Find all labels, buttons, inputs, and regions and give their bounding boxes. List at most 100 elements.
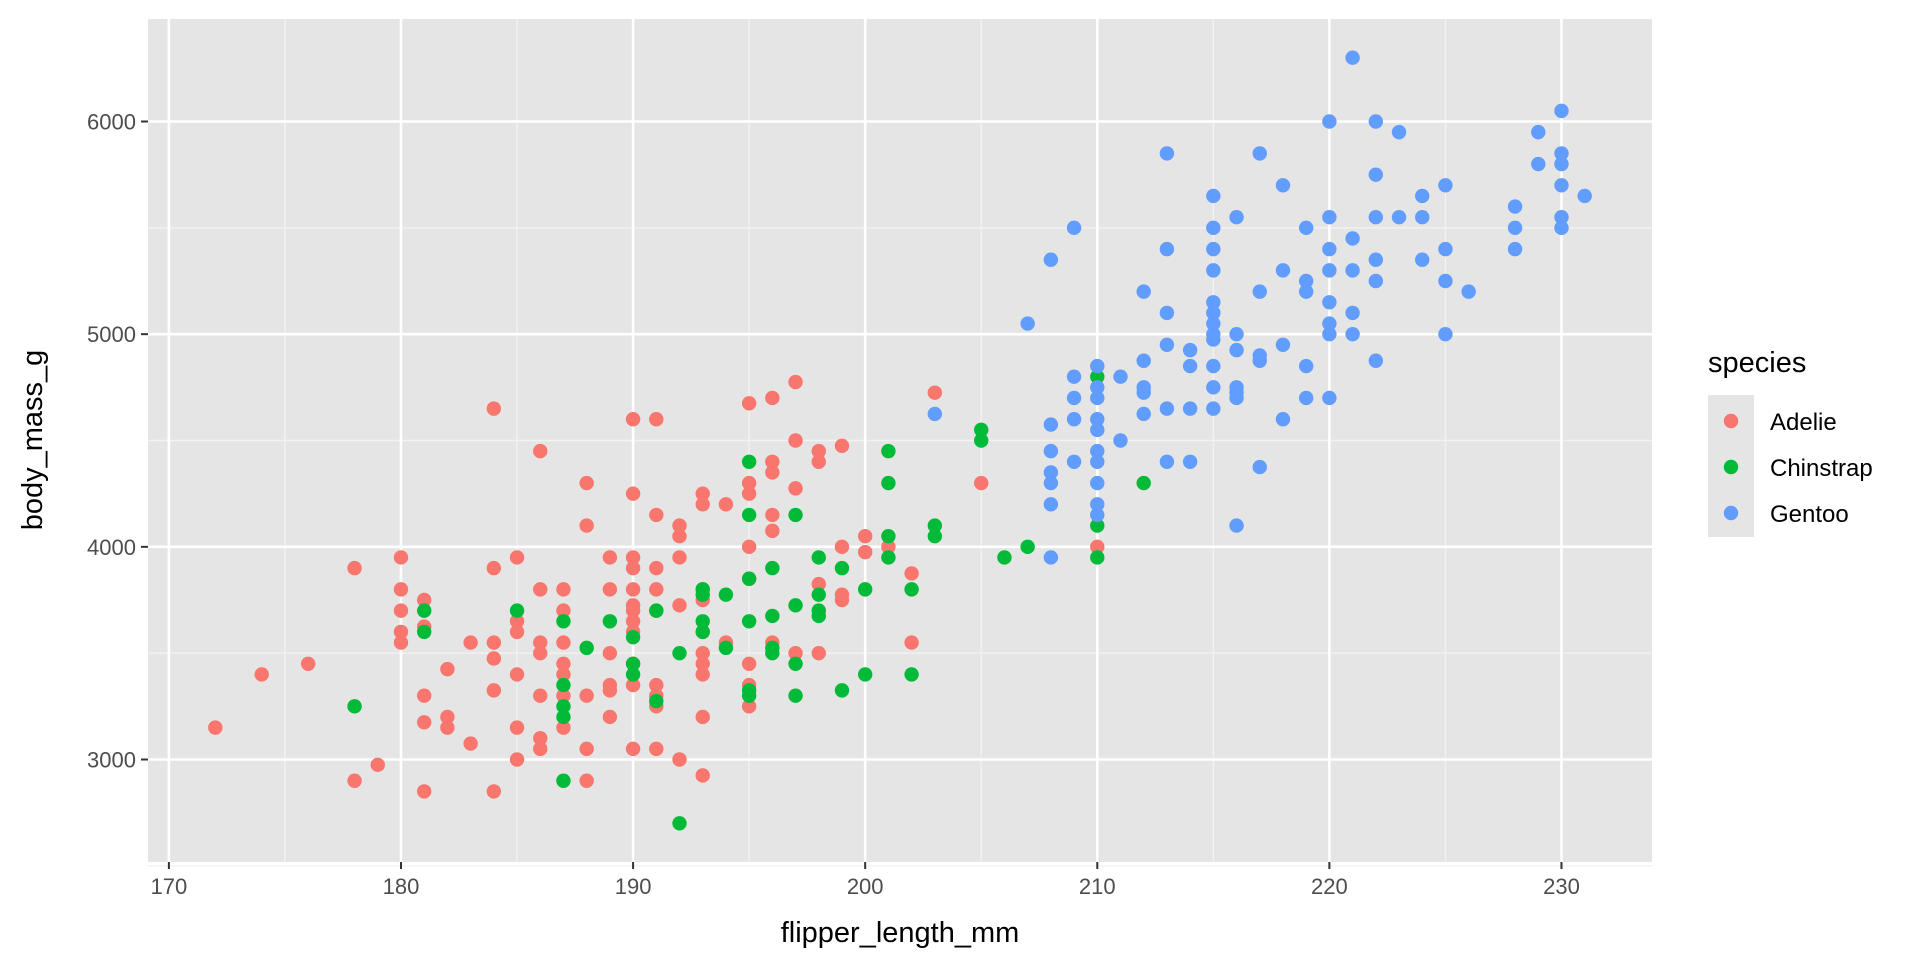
data-point-adelie [486, 560, 502, 576]
data-point-adelie [672, 752, 687, 767]
data-point-adelie [602, 683, 618, 698]
data-point-adelie [788, 645, 803, 661]
data-point-chinstrap [625, 630, 641, 645]
data-point-adelie [811, 576, 826, 592]
data-point-adelie [533, 731, 548, 746]
data-point-gentoo [1275, 337, 1291, 353]
data-point-adelie [579, 741, 594, 757]
data-point-gentoo [1229, 518, 1244, 533]
data-point-gentoo [1066, 454, 1082, 469]
data-point-chinstrap [347, 699, 362, 714]
data-point-adelie [393, 582, 409, 597]
data-point-adelie [625, 603, 641, 618]
data-point-adelie [602, 645, 618, 661]
data-point-gentoo [1043, 550, 1059, 565]
data-point-adelie [649, 582, 664, 597]
data-point-gentoo [1554, 146, 1569, 161]
data-point-gentoo [927, 406, 943, 422]
data-point-gentoo [1229, 210, 1244, 225]
data-point-adelie [509, 550, 525, 565]
data-point-adelie [672, 528, 687, 544]
data-point-adelie [556, 667, 571, 682]
data-point-chinstrap [695, 614, 710, 629]
x-tick-label: 190 [615, 874, 652, 899]
legend-key-adelie [1723, 413, 1739, 429]
data-point-gentoo [1531, 156, 1546, 172]
data-point-chinstrap [765, 608, 780, 624]
data-point-adelie [440, 709, 455, 725]
data-point-gentoo [1438, 326, 1453, 342]
data-point-adelie [463, 635, 478, 650]
data-point-gentoo [1043, 475, 1059, 491]
data-point-adelie [556, 635, 571, 650]
x-tick-label: 180 [383, 874, 420, 899]
data-point-chinstrap [927, 528, 943, 544]
data-point-chinstrap [811, 608, 826, 624]
data-point-gentoo [1415, 188, 1430, 204]
minor-gridlines [148, 19, 1652, 867]
data-point-gentoo [1252, 459, 1267, 475]
data-point-adelie [579, 688, 594, 703]
data-point-gentoo [1507, 220, 1523, 236]
data-point-adelie [300, 656, 316, 671]
data-point-adelie [765, 454, 780, 469]
data-point-chinstrap [672, 816, 687, 831]
data-point-chinstrap [741, 614, 757, 629]
data-point-gentoo [1090, 422, 1105, 438]
data-point-gentoo [1090, 475, 1105, 491]
data-point-gentoo [1275, 412, 1291, 427]
data-point-chinstrap [416, 624, 432, 640]
data-point-adelie [649, 412, 664, 427]
data-point-chinstrap [556, 773, 571, 788]
data-point-adelie [904, 635, 919, 650]
data-point-adelie [811, 645, 826, 661]
data-point-gentoo [1066, 220, 1082, 236]
data-point-adelie [416, 688, 432, 703]
data-point-gentoo [1438, 273, 1453, 289]
data-point-gentoo [1159, 401, 1175, 416]
data-point-adelie [393, 603, 409, 618]
data-point-adelie [533, 645, 548, 661]
data-point-adelie [695, 645, 710, 661]
data-point-gentoo [1345, 326, 1360, 342]
data-point-chinstrap [649, 603, 664, 618]
data-point-adelie [625, 560, 641, 576]
data-point-adelie [416, 784, 432, 799]
data-point-gentoo [1252, 284, 1267, 299]
data-point-gentoo [1252, 353, 1267, 368]
data-point-gentoo [1090, 507, 1105, 523]
data-point-gentoo [1322, 114, 1337, 129]
data-point-adelie [579, 475, 594, 491]
data-point-gentoo [1554, 178, 1569, 193]
data-point-adelie [625, 582, 641, 597]
data-point-chinstrap [765, 645, 780, 661]
data-point-gentoo [1182, 342, 1198, 358]
data-point-gentoo [1345, 231, 1360, 246]
x-axis-title: flipper_length_mm [781, 917, 1020, 949]
data-point-chinstrap [904, 667, 919, 682]
data-point-gentoo [1322, 390, 1337, 406]
data-point-gentoo [1322, 295, 1337, 310]
data-point-gentoo [1159, 305, 1175, 321]
x-tick-label: 210 [1079, 874, 1116, 899]
legend: species Adelie Chinstrap Gentoo [1708, 347, 1873, 537]
y-tick-label: 4000 [87, 535, 136, 560]
data-point-adelie [625, 486, 641, 501]
data-point-adelie [695, 656, 710, 671]
data-point-gentoo [1159, 337, 1175, 353]
data-point-gentoo [1461, 284, 1476, 299]
data-point-gentoo [1136, 406, 1151, 422]
data-point-adelie [393, 635, 409, 650]
data-point-gentoo [1368, 252, 1384, 267]
legend-label-adelie: Adelie [1770, 409, 1837, 436]
data-point-adelie [602, 582, 618, 597]
data-point-gentoo [1229, 390, 1244, 406]
data-point-adelie [602, 709, 618, 725]
data-point-adelie [741, 539, 757, 555]
data-point-gentoo [1206, 332, 1221, 347]
data-point-gentoo [1322, 326, 1337, 342]
data-point-adelie [556, 656, 571, 671]
data-point-adelie [533, 688, 548, 703]
data-point-gentoo [1368, 273, 1384, 289]
